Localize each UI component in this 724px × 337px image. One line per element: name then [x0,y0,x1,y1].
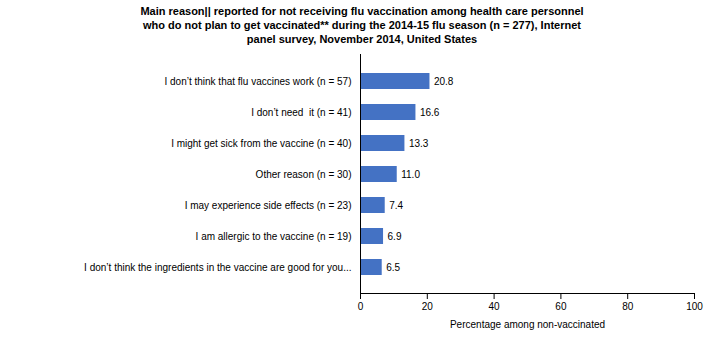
svg-text:80: 80 [622,301,634,312]
svg-text:20.8: 20.8 [434,76,454,87]
svg-text:13.3: 13.3 [409,138,429,149]
svg-text:20: 20 [422,301,434,312]
svg-text:6.9: 6.9 [388,231,402,242]
svg-text:I am allergic to the vaccine (: I am allergic to the vaccine (n = 19) [196,231,352,242]
svg-text:60: 60 [555,301,567,312]
svg-text:16.6: 16.6 [420,107,440,118]
html-text:Main reason|| reported for not: Main reason|| reported for not receiving… [140,5,584,17]
svg-text:7.4: 7.4 [389,200,403,211]
svg-text:I might get sick from the vacc: I might get sick from the vaccine (n = 4… [171,138,351,149]
html-text:panel survey, November 2014, U: panel survey, November 2014, United Stat… [246,33,478,45]
svg-text:I don’t think the ingredients: I don’t think the ingredients in the vac… [84,262,351,273]
svg-text:40: 40 [489,301,501,312]
svg-text:I don’t need it (n = 41): I don’t need it (n = 41) [251,107,351,118]
svg-text:I don’t think that flu vaccine: I don’t think that flu vaccines work (n … [164,76,351,87]
svg-text:Other reason (n = 30): Other reason (n = 30) [256,169,352,180]
svg-text:I may experience side effects: I may experience side effects (n = 23) [185,200,352,211]
svg-text:0: 0 [358,301,364,312]
svg-text:Percentage among non-vaccinate: Percentage among non-vaccinated [450,319,605,330]
html-text:who do not plan to get vaccina: who do not plan to get vaccinated** duri… [143,19,581,31]
svg-text:100: 100 [686,301,703,312]
svg-text:6.5: 6.5 [386,262,400,273]
svg-text:11.0: 11.0 [401,169,420,180]
